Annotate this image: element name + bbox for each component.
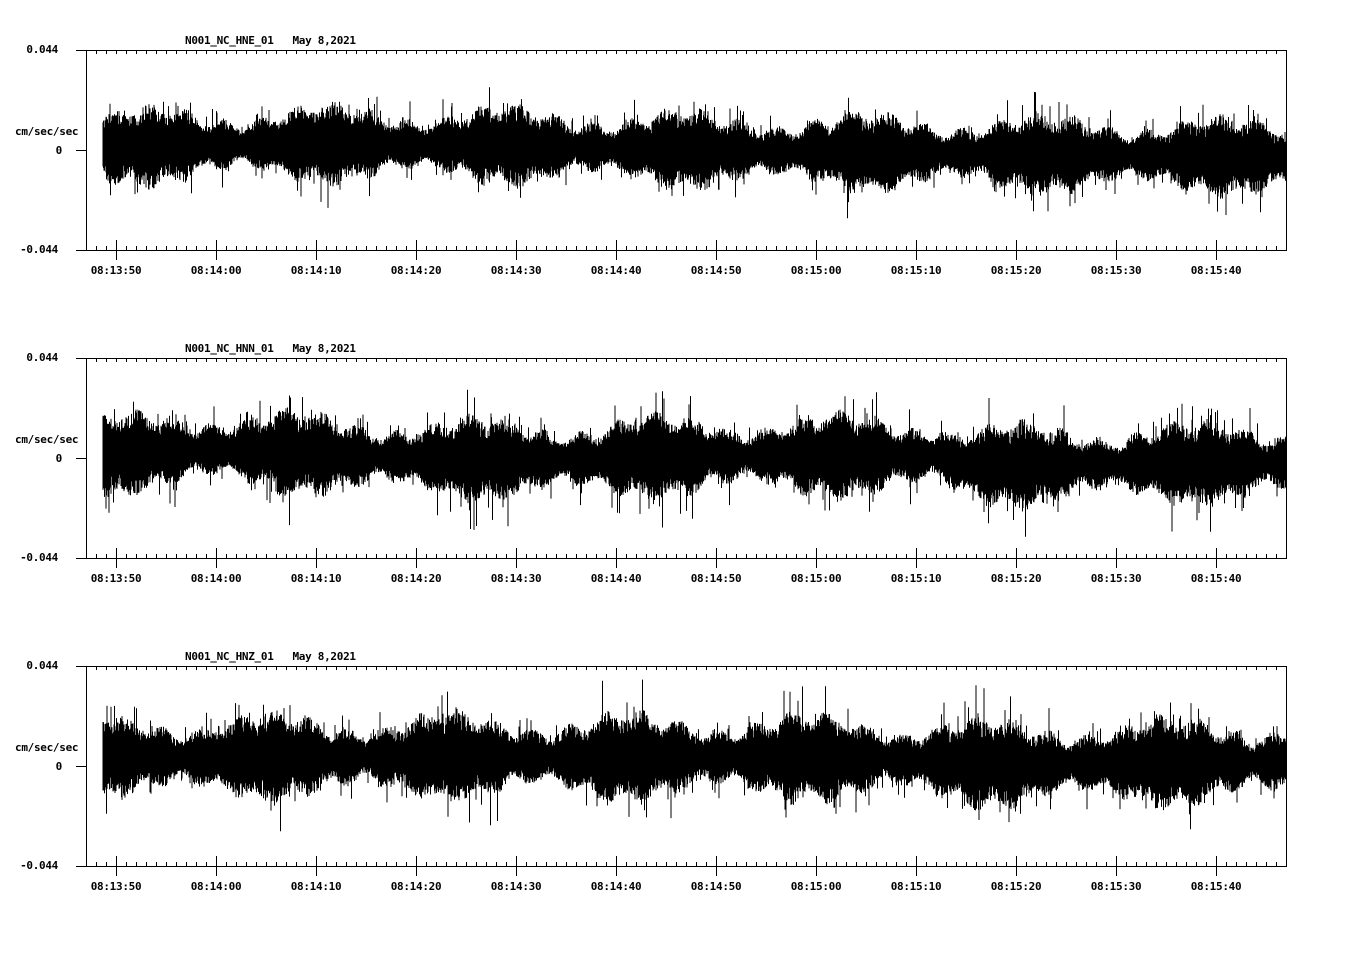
x-tick-label: 08:15:00 xyxy=(790,572,842,585)
x-tick-label: 08:15:40 xyxy=(1190,572,1242,585)
x-tick-label: 08:14:00 xyxy=(190,264,242,277)
x-tick-label: 08:15:30 xyxy=(1090,264,1142,277)
y-tick-max: 0.044 xyxy=(26,43,58,56)
x-tick-label: 08:14:20 xyxy=(390,572,442,585)
x-tick-label: 08:14:20 xyxy=(390,880,442,893)
x-tick-label: 08:14:30 xyxy=(490,880,542,893)
y-tick-zero: 0 xyxy=(55,144,63,157)
x-tick-label: 08:14:00 xyxy=(190,572,242,585)
panel-title: N001_NC_HNN_01 May 8,2021 xyxy=(185,342,356,355)
x-tick-label: 08:15:30 xyxy=(1090,880,1142,893)
x-tick-label: 08:15:30 xyxy=(1090,572,1142,585)
x-tick-label: 08:14:10 xyxy=(290,880,342,893)
x-tick-label: 08:13:50 xyxy=(90,264,142,277)
y-tick-min: -0.044 xyxy=(20,859,58,872)
panel-hnz: N001_NC_HNZ_01 May 8,2021 0.044 cm/sec/s… xyxy=(0,650,1358,966)
waveform-trace xyxy=(102,389,1287,537)
panel-hnn: N001_NC_HNN_01 May 8,2021 0.044 cm/sec/s… xyxy=(0,342,1358,658)
y-tick-min: -0.044 xyxy=(20,243,58,256)
y-axis-label: cm/sec/sec xyxy=(15,433,79,446)
x-tick-label: 08:14:40 xyxy=(590,572,642,585)
waveform-trace xyxy=(102,87,1287,219)
x-tick-label: 08:15:40 xyxy=(1190,264,1242,277)
x-tick-label: 08:15:20 xyxy=(990,572,1042,585)
y-tick-zero: 0 xyxy=(55,452,63,465)
waveform-trace xyxy=(102,679,1287,832)
x-tick-label: 08:15:10 xyxy=(890,264,942,277)
y-axis-label: cm/sec/sec xyxy=(15,741,79,754)
x-tick-label: 08:14:00 xyxy=(190,880,242,893)
x-tick-label: 08:13:50 xyxy=(90,880,142,893)
x-tick-label: 08:15:10 xyxy=(890,572,942,585)
y-tick-zero: 0 xyxy=(55,760,63,773)
y-tick-max: 0.044 xyxy=(26,351,58,364)
y-tick-min: -0.044 xyxy=(20,551,58,564)
x-tick-label: 08:13:50 xyxy=(90,572,142,585)
panel-hne: N001_NC_HNE_01 May 8,2021 0.044 cm/sec/s… xyxy=(0,34,1358,350)
x-tick-label: 08:14:40 xyxy=(590,264,642,277)
x-tick-label: 08:14:50 xyxy=(690,880,742,893)
x-tick-label: 08:14:40 xyxy=(590,880,642,893)
x-tick-label: 08:15:20 xyxy=(990,264,1042,277)
x-tick-label: 08:14:10 xyxy=(290,264,342,277)
y-axis-label: cm/sec/sec xyxy=(15,125,79,138)
x-tick-label: 08:15:00 xyxy=(790,880,842,893)
x-tick-label: 08:14:30 xyxy=(490,572,542,585)
y-tick-max: 0.044 xyxy=(26,659,58,672)
x-tick-label: 08:14:10 xyxy=(290,572,342,585)
waveform-plot xyxy=(76,358,1287,568)
x-tick-label: 08:14:20 xyxy=(390,264,442,277)
panel-title: N001_NC_HNE_01 May 8,2021 xyxy=(185,34,356,47)
x-tick-label: 08:15:00 xyxy=(790,264,842,277)
x-tick-label: 08:14:50 xyxy=(690,264,742,277)
waveform-plot xyxy=(76,666,1287,876)
waveform-plot xyxy=(76,50,1287,260)
x-tick-label: 08:15:40 xyxy=(1190,880,1242,893)
x-tick-label: 08:15:10 xyxy=(890,880,942,893)
x-tick-label: 08:15:20 xyxy=(990,880,1042,893)
panel-title: N001_NC_HNZ_01 May 8,2021 xyxy=(185,650,356,663)
x-tick-label: 08:14:50 xyxy=(690,572,742,585)
x-tick-label: 08:14:30 xyxy=(490,264,542,277)
